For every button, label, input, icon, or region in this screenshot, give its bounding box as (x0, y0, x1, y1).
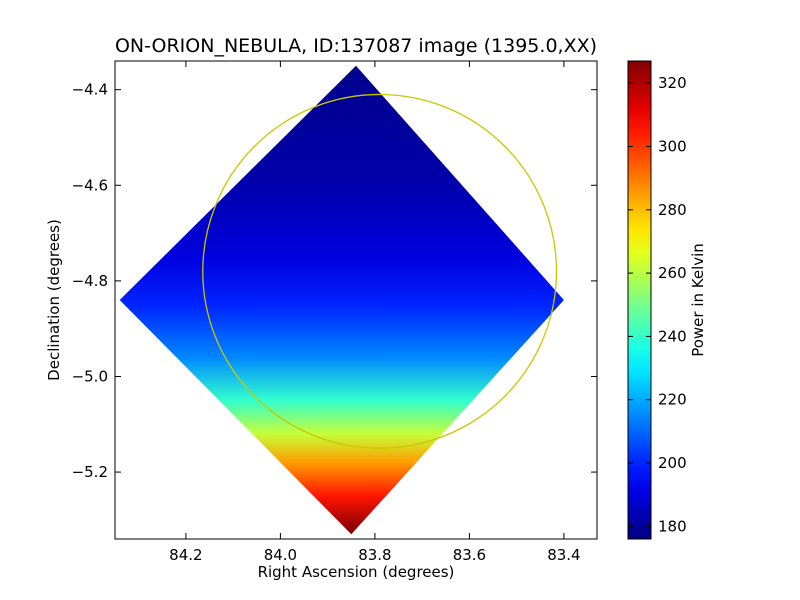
y-tick-label: −4.8 (72, 272, 108, 290)
y-tick-label: −5.0 (72, 367, 108, 385)
colorbar-axis: 180 200 220 240 260 280 300 320 (628, 74, 687, 535)
colorbar-tick-label: 320 (658, 74, 687, 92)
y-tick-label: −5.2 (72, 463, 108, 481)
sky-map (119, 65, 564, 535)
beam-circle (202, 93, 558, 449)
x-tick-label: 84.0 (264, 546, 297, 564)
colorbar-tick-label: 200 (658, 454, 687, 472)
x-tick-label: 83.8 (358, 546, 391, 564)
colorbar-tick-label: 240 (658, 327, 687, 345)
x-axis: 84.2 84.0 83.8 83.6 83.4 (169, 61, 581, 564)
colorbar-tick-label: 300 (658, 137, 687, 155)
x-tick-label: 83.6 (453, 546, 486, 564)
plot-area (119, 65, 564, 535)
y-axis: −4.4 −4.6 −4.8 −5.0 −5.2 (72, 81, 597, 481)
colorbar-label: Power in Kelvin (689, 243, 707, 357)
y-tick-label: −4.4 (72, 81, 108, 99)
plot-frame (114, 60, 598, 540)
x-tick-label: 83.4 (547, 546, 580, 564)
colorbar-tick-label: 280 (658, 201, 687, 219)
y-tick-label: −4.6 (72, 176, 108, 194)
colorbar-tick-label: 180 (658, 517, 687, 535)
colorbar-tick-label: 260 (658, 264, 687, 282)
y-axis-label: Declination (degrees) (45, 219, 63, 381)
chart-title: ON-ORION_NEBULA, ID:137087 image (1395.0… (115, 35, 597, 57)
colorbar (627, 60, 652, 540)
colorbar-tick-label: 220 (658, 391, 687, 409)
x-tick-label: 84.2 (169, 546, 202, 564)
x-axis-label: Right Ascension (degrees) (258, 563, 455, 581)
